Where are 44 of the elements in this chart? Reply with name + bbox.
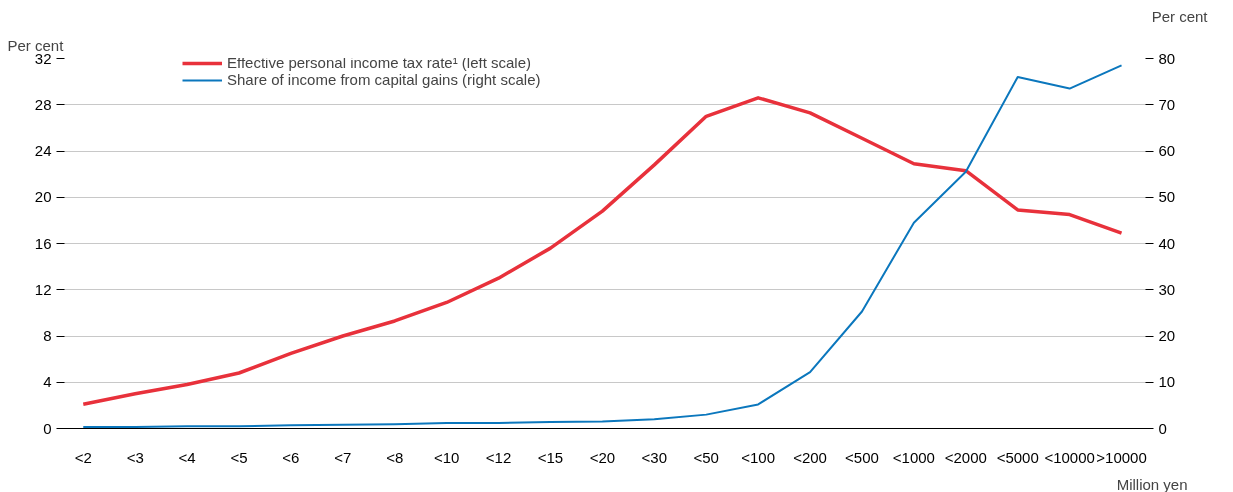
legend-label: Effective personal income tax rate¹ (left scale) — [227, 57, 532, 71]
y2-tick-label: 70 — [1158, 95, 1176, 113]
x-tick-label: <2000 — [944, 448, 987, 466]
y2-tick-label: 30 — [1158, 280, 1176, 298]
x-tick-label: <20 — [589, 448, 616, 466]
x-tick-label: <12 — [485, 448, 512, 466]
y-tick-label: 16 — [34, 234, 52, 252]
x-tick-label: <4 — [178, 448, 196, 466]
y-tick-label: 8 — [43, 327, 52, 344]
y-tick-label: 0 — [43, 419, 52, 437]
x-tick-label: <15 — [537, 448, 564, 466]
x-tick-label: <3 — [126, 448, 144, 466]
x-tick-label: <50 — [693, 448, 719, 466]
y2-tick-label: 60 — [1158, 142, 1176, 159]
y-tick-label: 28 — [34, 95, 52, 113]
y2-tick-label: 80 — [1158, 49, 1176, 67]
legend-label: Share of income from capital gains (right scale) — [227, 71, 541, 88]
y2-axis-title: Per cent — [1151, 7, 1209, 25]
x-tick-label: <6 — [282, 448, 300, 466]
x-tick-label: <8 — [386, 448, 404, 466]
y-tick-label: 4 — [43, 373, 52, 391]
x-tick-label: <1000 — [892, 448, 935, 466]
x-tick-label: <200 — [793, 448, 827, 466]
x-tick-label: <7 — [334, 448, 352, 466]
y2-tick-label: 10 — [1158, 373, 1176, 391]
y-tick-label: 24 — [34, 142, 52, 159]
y2-tick-label: 40 — [1158, 234, 1176, 252]
x-tick-label: <2 — [74, 448, 92, 466]
y-axis-title: Per cent — [7, 36, 65, 54]
x-tick-label: >10000 — [1096, 448, 1147, 466]
x-tick-label: <30 — [641, 448, 668, 466]
y2-tick-label: 0 — [1158, 419, 1167, 437]
x-tick-label: <10000 — [1044, 448, 1095, 466]
x-axis-title: Million yen — [1116, 475, 1188, 492]
line-series — [81, 96, 1124, 406]
y-tick-label: 20 — [34, 188, 52, 206]
y2-tick-label: 20 — [1158, 327, 1176, 344]
x-tick-label: <500 — [845, 448, 879, 466]
x-tick-label: <5 — [230, 448, 248, 466]
x-tick-label: <5000 — [996, 448, 1039, 466]
x-tick-label: <100 — [741, 448, 776, 466]
x-tick-label: <10 — [433, 448, 460, 466]
y2-tick-label: 50 — [1158, 188, 1176, 206]
y-tick-label: 12 — [34, 280, 52, 298]
